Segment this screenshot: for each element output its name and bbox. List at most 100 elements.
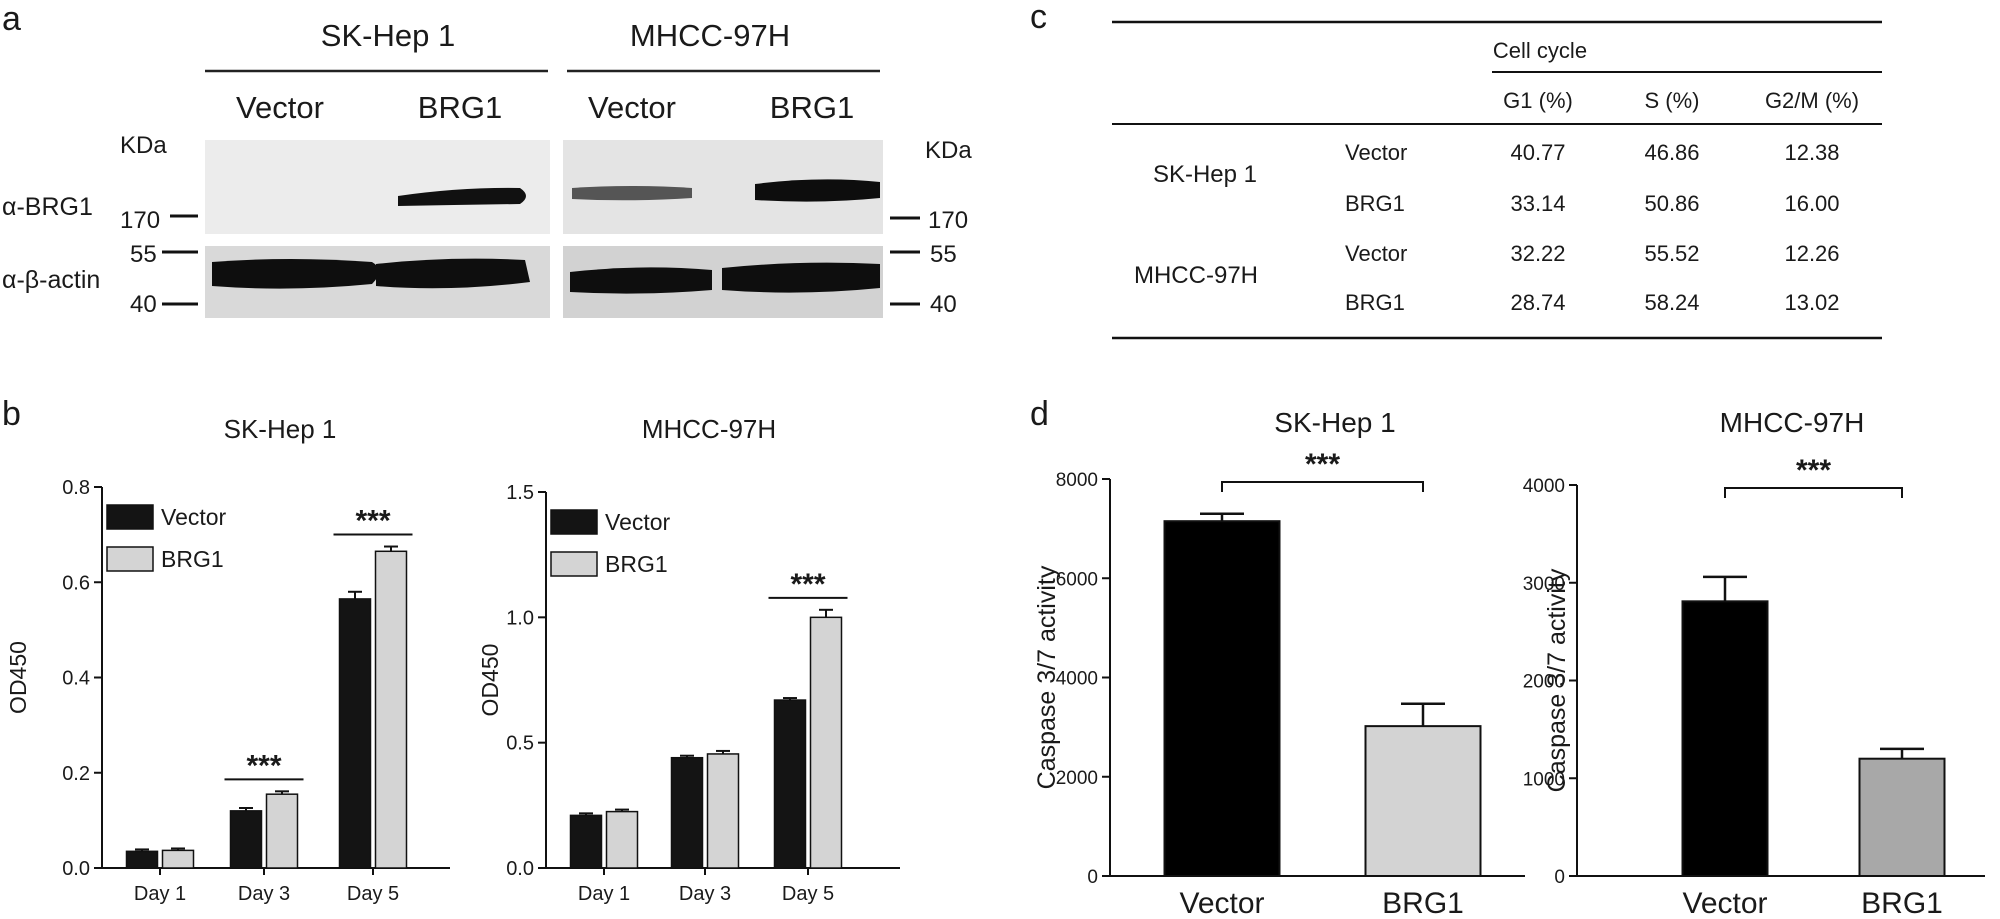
bar-vector (125, 850, 159, 869)
chart-title: MHCC-97H (642, 414, 776, 444)
chart-title: SK-Hep 1 (1274, 407, 1395, 438)
significance-marker: *** (1796, 454, 1831, 487)
table-cell: 13.02 (1784, 290, 1839, 315)
y-tick-label: 4000 (1523, 476, 1565, 497)
blot-band-brg1-mhcc-brg1 (755, 179, 880, 202)
table-cell: Vector (1345, 140, 1407, 165)
table-cell: 33.14 (1510, 191, 1565, 216)
blot-band-actin-mhcc-vector (570, 267, 712, 294)
table-cell: 28.74 (1510, 290, 1565, 315)
bar-vector (773, 699, 807, 869)
table-row: Vector 40.77 46.86 12.38 (1345, 140, 1840, 165)
significance-bracket (1221, 481, 1424, 492)
table-row: BRG1 33.14 50.86 16.00 (1345, 191, 1840, 216)
bar-vector (1163, 520, 1281, 878)
table-cell: 32.22 (1510, 241, 1565, 266)
y-tick-label: 0 (1087, 867, 1098, 888)
y-tick-label: 6000 (1056, 569, 1098, 590)
table-cell: 58.24 (1644, 290, 1699, 315)
significance-marker: *** (790, 568, 825, 601)
x-tick-label: Day 1 (578, 883, 630, 905)
bar-brg1 (605, 810, 639, 869)
y-tick-label: 0.0 (62, 858, 90, 880)
bar-vector (1681, 600, 1769, 877)
bar-vector (670, 756, 704, 869)
table-col-header: G1 (%) (1503, 88, 1573, 113)
blot-band-actin-mhcc-brg1 (722, 262, 880, 293)
y-axis-label: OD450 (5, 641, 31, 714)
bar-brg1 (161, 849, 195, 869)
blot-lane-label: BRG1 (418, 90, 502, 125)
blot-marker-40-right: 40 (930, 291, 957, 318)
table-cell: 12.38 (1784, 140, 1839, 165)
blot-lane-label: Vector (236, 90, 324, 125)
significance-marker: *** (1305, 448, 1340, 481)
y-tick-label: 2000 (1523, 672, 1565, 693)
table-cell: 55.52 (1644, 241, 1699, 266)
chart-d-mhcc97h: MHCC-97H Caspase 3/7 activity 0 1000 2000 300… (1523, 407, 1985, 919)
y-tick-label: 0.5 (506, 733, 534, 755)
panel-a: a SK-Hep 1 MHCC-97H Vector BRG1 Vector B… (2, 0, 972, 318)
chart-b-sk-hep1: SK-Hep 1 OD450 0.0 0.2 0.4 0.6 0.8 Day 1 Day 3 Da… (5, 414, 450, 905)
x-tick-label: Vector (1682, 887, 1767, 919)
table-row: BRG1 28.74 58.24 13.02 (1345, 290, 1840, 315)
blot-band-brg1-sk-brg1 (398, 187, 526, 206)
blot-band-actin-sk-brg1 (376, 258, 530, 289)
table-col-header: G2/M (%) (1765, 88, 1859, 113)
chart-title: MHCC-97H (1720, 407, 1865, 438)
x-tick-label: Day 3 (679, 883, 731, 905)
y-tick-label: 0.2 (62, 763, 90, 785)
table-row: Vector 32.22 55.52 12.26 (1345, 241, 1840, 266)
chart-d-sk-hep1: SK-Hep 1 Caspase 3/7 activity 0 2000 4000 600… (1033, 407, 1525, 919)
y-tick-label: 2000 (1056, 768, 1098, 789)
y-tick-label: 3000 (1523, 574, 1565, 595)
table-group-header: Cell cycle (1493, 38, 1587, 63)
blot-row-label-actin: α-β-actin (2, 266, 100, 294)
x-tick-label: Day 5 (347, 883, 399, 905)
bar-brg1 (1364, 725, 1482, 877)
y-axis-label: OD450 (477, 644, 503, 717)
legend-label: Vector (605, 509, 671, 535)
blot-row-label-brg1: α-BRG1 (2, 193, 93, 221)
blot-unit-label-left: KDa (120, 132, 167, 159)
blot-marker-40-left: 40 (130, 291, 157, 318)
significance-marker: *** (355, 505, 390, 538)
y-tick-label: 1.0 (506, 607, 534, 629)
legend-swatch-vector (106, 504, 154, 530)
legend-swatch-brg1 (550, 551, 598, 577)
x-tick-label: BRG1 (1861, 887, 1943, 919)
y-tick-label: 0 (1554, 867, 1565, 888)
table-cell: 40.77 (1510, 140, 1565, 165)
y-tick-label: 0.8 (62, 477, 90, 499)
table-cell: 12.26 (1784, 241, 1839, 266)
x-tick-label: Day 5 (782, 883, 834, 905)
y-tick-label: 0.0 (506, 858, 534, 880)
blot-unit-label-right: KDa (925, 137, 972, 164)
blot-marker-170-left: 170 (120, 207, 160, 234)
significance-bracket (1724, 487, 1903, 498)
bar-brg1 (374, 550, 408, 869)
x-tick-label: BRG1 (1382, 887, 1464, 919)
y-tick-label: 8000 (1056, 470, 1098, 491)
bar-brg1 (1858, 757, 1946, 878)
y-tick-label: 1000 (1523, 769, 1565, 790)
legend-swatch-brg1 (106, 546, 154, 572)
table-line-label: SK-Hep 1 (1153, 161, 1257, 188)
bar-vector (229, 810, 263, 869)
table-cell: Vector (1345, 241, 1407, 266)
blot-group-title-mhcc: MHCC-97H (630, 18, 790, 53)
bar-brg1 (706, 753, 740, 869)
blot-lane-label: BRG1 (770, 90, 854, 125)
x-tick-label: Vector (1179, 887, 1264, 919)
y-tick-label: 0.4 (62, 668, 90, 690)
blot-band-brg1-mhcc-vector (572, 186, 692, 201)
bar-brg1 (265, 793, 299, 869)
bar-vector (569, 814, 603, 869)
panel-a-letter: a (2, 0, 21, 38)
y-tick-label: 1.5 (506, 482, 534, 504)
panel-d-letter: d (1030, 395, 1049, 433)
blot-band-actin-sk-vector (212, 259, 379, 289)
table-cell: 46.86 (1644, 140, 1699, 165)
x-tick-label: Day 3 (238, 883, 290, 905)
